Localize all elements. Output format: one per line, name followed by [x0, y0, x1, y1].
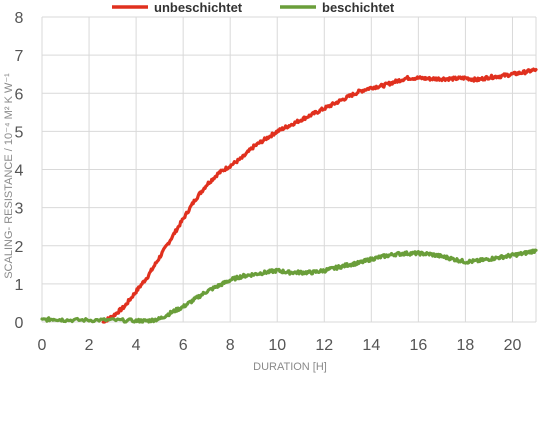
- legend-label: beschichtet: [322, 0, 395, 15]
- series-line-unbeschichtet: [101, 67, 538, 324]
- series-layer: [40, 67, 538, 324]
- y-tick-label: 1: [15, 277, 24, 294]
- y-tick-label: 3: [15, 201, 24, 218]
- x-tick-label: 2: [85, 337, 94, 354]
- x-tick-label: 8: [226, 337, 235, 354]
- y-tick-label: 8: [15, 10, 24, 27]
- x-tick-label: 16: [409, 337, 427, 354]
- series-line-beschichtet: [40, 248, 538, 324]
- x-tick-label: 12: [315, 337, 333, 354]
- y-tick-label: 6: [15, 86, 24, 103]
- x-tick-label: 18: [457, 337, 475, 354]
- x-tick-label: 14: [362, 337, 380, 354]
- legend-label: unbeschichtet: [154, 0, 243, 15]
- y-tick-label: 2: [15, 239, 24, 256]
- y-tick-label: 4: [15, 163, 24, 180]
- x-axis-ticks: 0 2 4 6 8 10 12 14 16 18 20: [38, 337, 522, 354]
- y-tick-label: 7: [15, 48, 24, 65]
- legend: unbeschichtet beschichtet: [112, 0, 395, 15]
- x-tick-label: 0: [38, 337, 47, 354]
- grid-lines: [41, 16, 537, 323]
- y-tick-label: 0: [15, 315, 24, 332]
- y-tick-label: 5: [15, 124, 24, 141]
- x-tick-label: 4: [132, 337, 141, 354]
- x-tick-label: 6: [179, 337, 188, 354]
- x-axis-label: DURATION [H]: [253, 361, 327, 373]
- x-tick-label: 10: [268, 337, 286, 354]
- y-axis-label: SCALING- RESISTANCE / 10⁻⁴ M² K W⁻¹: [3, 73, 15, 279]
- y-axis-ticks: 0 1 2 3 4 5 6 7 8: [15, 10, 24, 332]
- x-tick-label: 20: [504, 337, 522, 354]
